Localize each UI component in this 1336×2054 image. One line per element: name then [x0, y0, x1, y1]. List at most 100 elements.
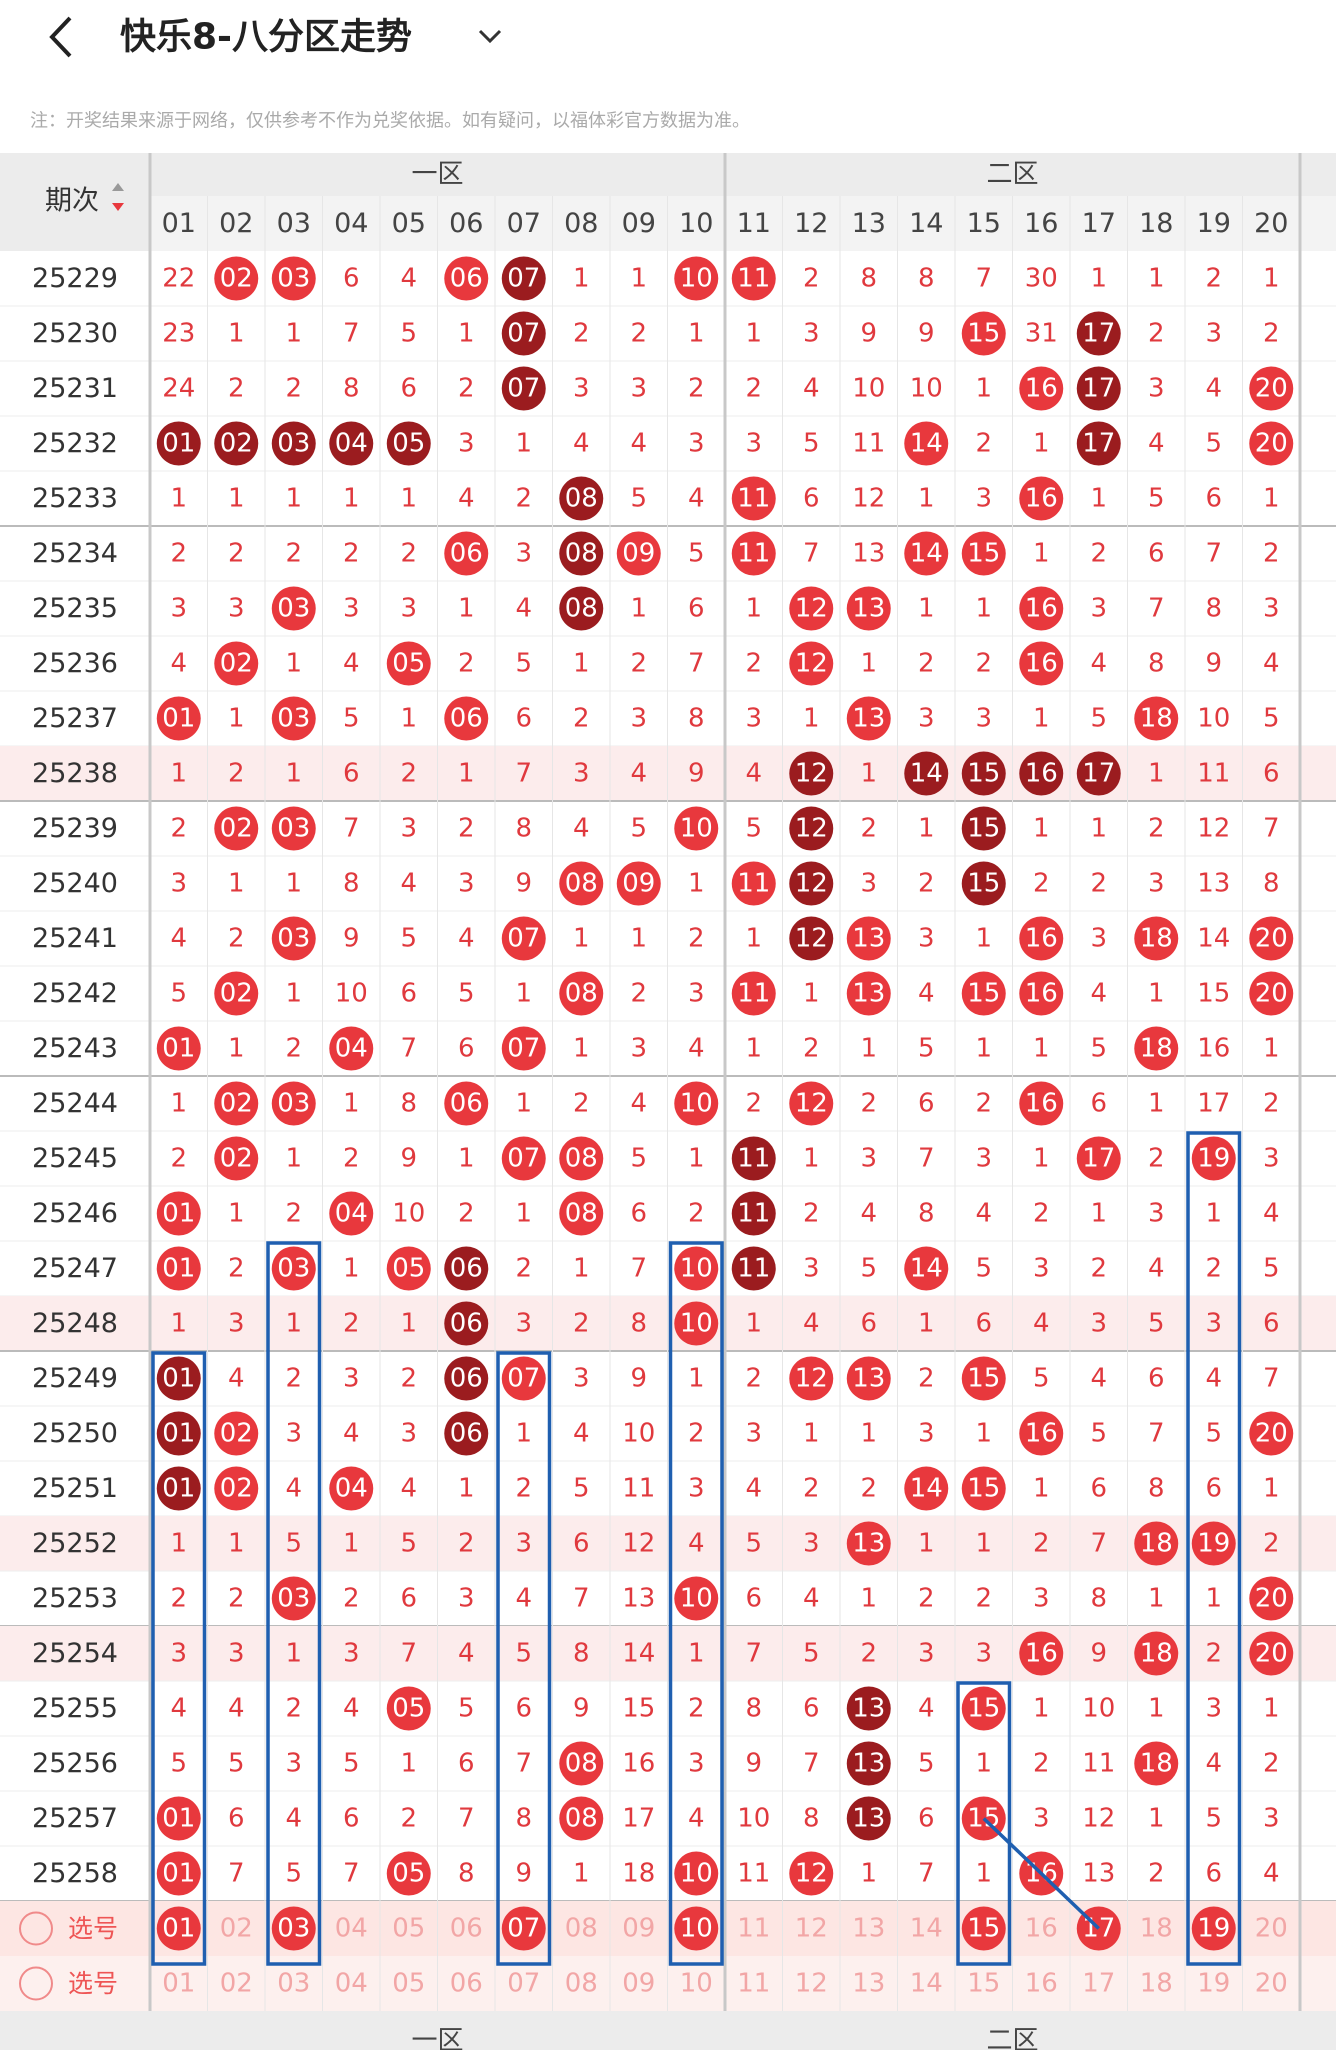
cell-value: 13 — [852, 924, 885, 954]
pick-number[interactable]: 12 — [795, 1914, 828, 1944]
pick-number[interactable]: 15 — [967, 1914, 1000, 1944]
cell-value: 16 — [1025, 759, 1058, 789]
cell-value: 5 — [918, 1034, 935, 1064]
pick-radio[interactable] — [19, 1966, 53, 2001]
pick-number[interactable]: 16 — [1025, 1914, 1058, 1944]
pick-number[interactable]: 18 — [1140, 1914, 1173, 1944]
cell-value: 1 — [515, 1089, 532, 1119]
cell-value: 1 — [688, 1144, 705, 1174]
selected-ball[interactable] — [674, 1906, 719, 1951]
cell-value: 8 — [688, 704, 705, 734]
pick-number[interactable]: 20 — [1255, 1914, 1288, 1944]
pick-label[interactable]: 选号 — [68, 1969, 118, 1998]
pick-number[interactable]: 13 — [852, 1914, 885, 1944]
cell-value: 2 — [918, 1364, 935, 1394]
pick-number[interactable]: 13 — [852, 1969, 885, 1999]
pick-number[interactable]: 11 — [737, 1969, 770, 1999]
cell-value: 4 — [343, 1419, 360, 1449]
selected-ball[interactable] — [271, 1906, 316, 1951]
column-label: 01 — [162, 208, 196, 239]
cell-value: 2 — [228, 759, 245, 789]
column-label: 07 — [507, 208, 541, 239]
cell-value: 6 — [1148, 1364, 1165, 1394]
pick-radio[interactable] — [19, 1911, 53, 1946]
cell-value: 1 — [400, 484, 417, 514]
pick-number[interactable]: 01 — [162, 1914, 195, 1944]
pick-number[interactable]: 18 — [1140, 1969, 1173, 1999]
pick-number[interactable]: 14 — [910, 1969, 943, 1999]
cell-value: 6 — [343, 1804, 360, 1834]
hit-ball — [846, 696, 891, 741]
cell-value: 1 — [918, 1529, 935, 1559]
cell-value: 3 — [918, 1639, 935, 1669]
pick-number[interactable]: 07 — [507, 1969, 540, 1999]
cell-value: 1 — [803, 979, 820, 1009]
cell-value: 4 — [515, 594, 532, 624]
cell-value: 4 — [1033, 1309, 1050, 1339]
repeat-ball — [904, 751, 949, 796]
cell-value: 1 — [228, 484, 245, 514]
pick-number[interactable]: 06 — [450, 1914, 483, 1944]
selected-ball[interactable] — [501, 1906, 546, 1951]
selected-ball[interactable] — [961, 1906, 1006, 1951]
repeat-ball — [501, 256, 546, 301]
cell-value: 15 — [967, 539, 1000, 569]
cell-value: 2 — [918, 1584, 935, 1614]
pick-label[interactable]: 选号 — [68, 1914, 118, 1943]
cell-value: 1 — [1033, 539, 1050, 569]
pick-number[interactable]: 01 — [162, 1969, 195, 1999]
pick-number[interactable]: 10 — [680, 1969, 713, 1999]
pick-number[interactable]: 07 — [507, 1914, 540, 1944]
pick-number[interactable]: 14 — [910, 1914, 943, 1944]
sort-icon[interactable] — [112, 203, 124, 211]
pick-number[interactable]: 02 — [220, 1969, 253, 1999]
pick-number[interactable]: 15 — [967, 1969, 1000, 1999]
pick-number[interactable]: 20 — [1255, 1969, 1288, 1999]
cell-value: 1 — [688, 319, 705, 349]
pick-number[interactable]: 08 — [565, 1914, 598, 1944]
selected-ball[interactable] — [1191, 1906, 1236, 1951]
pick-number[interactable]: 04 — [335, 1969, 368, 1999]
hit-ball — [1076, 1136, 1121, 1181]
pick-number[interactable]: 16 — [1025, 1969, 1058, 1999]
cell-value: 3 — [918, 704, 935, 734]
pick-number[interactable]: 19 — [1197, 1969, 1230, 1999]
pick-number[interactable]: 03 — [277, 1969, 310, 1999]
cell-value: 3 — [515, 1309, 532, 1339]
hit-ball — [156, 1246, 201, 1291]
pick-number[interactable]: 09 — [622, 1969, 655, 1999]
cell-value: 1 — [458, 1474, 475, 1504]
sort-icon[interactable] — [112, 183, 124, 191]
pick-number[interactable]: 08 — [565, 1969, 598, 1999]
cell-value: 10 — [680, 1859, 713, 1889]
pick-number[interactable]: 05 — [392, 1969, 425, 1999]
dropdown-toggle[interactable] — [478, 29, 502, 44]
pick-number[interactable]: 04 — [335, 1914, 368, 1944]
pick-number[interactable]: 05 — [392, 1914, 425, 1944]
cell-value: 3 — [688, 1749, 705, 1779]
hit-ball — [731, 256, 776, 301]
cell-value: 6 — [400, 374, 417, 404]
back-button[interactable] — [49, 16, 72, 58]
cell-value: 19 — [1197, 1144, 1230, 1174]
pick-number[interactable]: 19 — [1197, 1914, 1230, 1944]
cell-value: 04 — [335, 1034, 368, 1064]
pick-number[interactable]: 11 — [737, 1914, 770, 1944]
cell-value: 4 — [573, 1419, 590, 1449]
cell-value: 2 — [630, 649, 647, 679]
hit-ball — [674, 806, 719, 851]
pick-number[interactable]: 03 — [277, 1914, 310, 1944]
cell-value: 4 — [400, 264, 417, 294]
pick-number[interactable]: 06 — [450, 1969, 483, 1999]
cell-value: 4 — [228, 1364, 245, 1394]
cell-value: 06 — [450, 1254, 483, 1284]
pick-number[interactable]: 17 — [1082, 1969, 1115, 1999]
cell-value: 7 — [573, 1584, 590, 1614]
pick-number[interactable]: 12 — [795, 1969, 828, 1999]
pick-number[interactable]: 02 — [220, 1914, 253, 1944]
pick-number[interactable]: 10 — [680, 1914, 713, 1944]
pick-number[interactable]: 09 — [622, 1914, 655, 1944]
selected-ball[interactable] — [156, 1906, 201, 1951]
cell-value: 17 — [1197, 1089, 1230, 1119]
